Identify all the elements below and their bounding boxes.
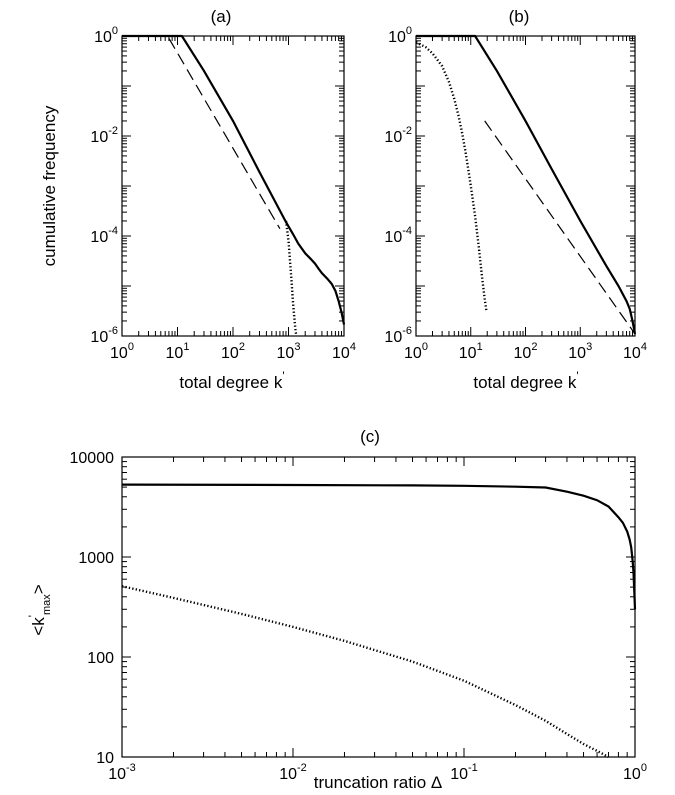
panel-b-plot-frame: [415, 35, 636, 337]
panel-b-x-tick-label: 102: [514, 341, 538, 362]
panel-b-x-axis-label-text: total degree k: [473, 373, 577, 392]
panel-c: (c) <k'max> 10-3 10-2 10-1 100 100001000100…: [26, 427, 647, 792]
panel-b-y-ticks: 100 10-2 10-4 10-6: [384, 25, 635, 346]
panel-c-y-tick-label: 10: [96, 750, 114, 767]
panel-a: (a) cumulative frequency 100 101 102 103 104…: [40, 7, 356, 392]
panel-a-x-axis-label-prime: ': [282, 369, 284, 383]
panel-c-y-axis-label: <k'max>: [26, 584, 53, 636]
panel-a-x-tick-label: 101: [166, 341, 190, 362]
panel-a-x-tick-label: 103: [277, 341, 301, 362]
panel-b-x-ticks: 100 101 102 103 104: [404, 36, 647, 362]
panel-a-y-tick-label: 10-6: [90, 325, 118, 346]
panel-b-series-solid-line: [416, 34, 637, 335]
panel-b-y-tick-label: 10-4: [384, 225, 412, 246]
panel-a-x-tick-label: 100: [110, 341, 134, 362]
panel-a-y-axis-label: cumulative frequency: [40, 105, 59, 266]
panel-b-x-tick-label: 103: [568, 341, 592, 362]
panel-a-series-dotted-line: [284, 220, 298, 337]
panel-b-y-tick-label: 10-6: [384, 325, 412, 346]
panel-c-x-tick-label: 10-3: [108, 762, 136, 783]
panel-a-y-tick-label: 10-2: [90, 125, 118, 146]
panel-a-plot-frame: [121, 35, 345, 337]
panel-c-y-axis-label-close: >: [29, 584, 48, 594]
panel-a-y-tick-label: 100: [94, 25, 118, 46]
panel-b-title: (b): [509, 7, 530, 26]
panel-b-y-tick-label: 100: [388, 25, 412, 46]
panel-b-series-dotted-line: [415, 41, 488, 313]
panel-b-x-axis-label: total degree k': [473, 369, 578, 392]
panel-a-x-tick-label: 104: [332, 341, 356, 362]
panel-b-x-tick-label: 104: [623, 341, 647, 362]
panel-b-x-tick-label: 100: [404, 341, 428, 362]
panel-b: (b) 100 101 102 103 104 100 10-2 10-4 10-6 tota…: [384, 7, 647, 392]
panel-c-series-dotted-line: [121, 585, 610, 759]
panel-c-y-axis-label-open: <k: [29, 617, 48, 636]
panel-b-plot: [415, 34, 637, 335]
panel-c-plot: [121, 483, 637, 759]
panel-a-title: (a): [211, 7, 232, 26]
panel-a-x-axis-label-text: total degree k: [179, 373, 283, 392]
panel-a-y-ticks: 100 10-2 10-4 10-6: [90, 25, 344, 346]
panel-c-y-tick-label: 1000: [78, 550, 114, 567]
panel-a-x-ticks: 100 101 102 103 104: [110, 36, 356, 362]
panel-c-series-solid-line: [121, 483, 637, 610]
panel-a-y-tick-label: 10-4: [90, 225, 118, 246]
panel-c-y-ticks: 10000 1000 100 10: [70, 450, 635, 767]
panel-c-x-tick-label: 100: [623, 762, 647, 783]
panel-c-x-tick-label: 10-1: [450, 762, 478, 783]
panel-c-y-tick-label: 100: [87, 650, 114, 667]
panel-a-series-dashed-line: [168, 37, 281, 230]
panel-a-x-tick-label: 102: [221, 341, 245, 362]
panel-c-x-tick-label: 10-2: [279, 762, 307, 783]
panel-a-x-axis-label: total degree k': [179, 369, 284, 392]
panel-b-x-tick-label: 101: [459, 341, 483, 362]
panel-a-series-solid-line: [122, 34, 346, 325]
panel-a-plot: [122, 34, 346, 337]
panel-c-y-axis-label-prime: ': [26, 615, 40, 617]
panel-b-x-axis-label-prime: ': [576, 369, 578, 383]
panel-c-y-tick-label: 10000: [70, 450, 115, 467]
panel-c-title: (c): [360, 427, 380, 446]
panel-b-y-tick-label: 10-2: [384, 125, 412, 146]
panel-c-x-ticks: 10-3 10-2 10-1 100: [108, 457, 647, 783]
panel-c-x-axis-label: truncation ratio Δ: [314, 773, 443, 792]
panel-c-plot-frame: [121, 456, 636, 758]
panel-b-series-dashed-line: [484, 120, 636, 335]
panel-c-y-axis-label-sub: max: [41, 594, 53, 615]
